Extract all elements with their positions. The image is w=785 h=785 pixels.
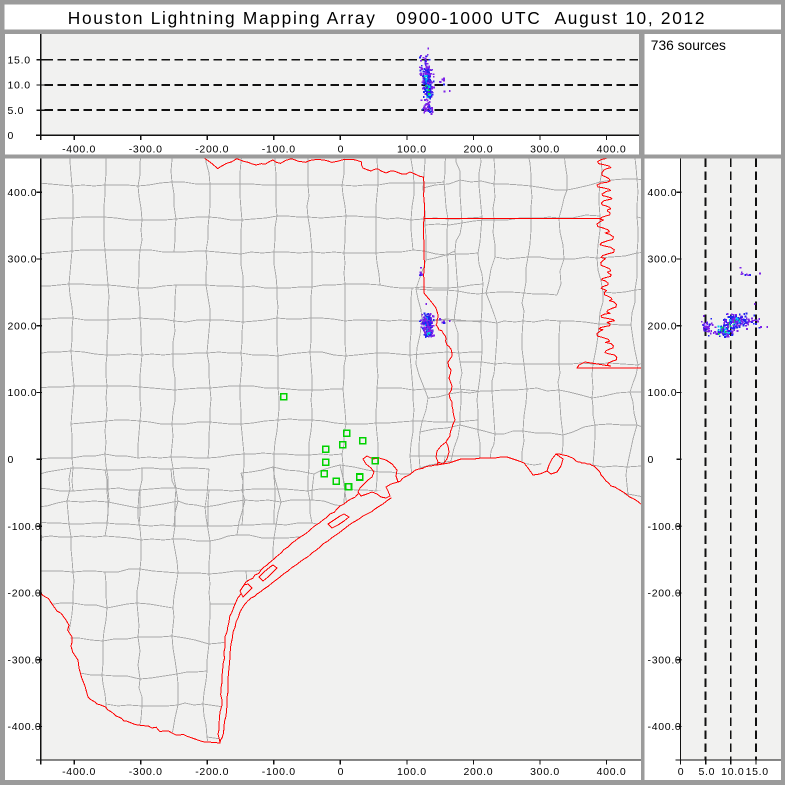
svg-text:-300.0: -300.0	[8, 654, 42, 666]
svg-text:100.0: 100.0	[397, 766, 427, 778]
svg-text:100.0: 100.0	[648, 387, 678, 399]
svg-text:5.0: 5.0	[698, 766, 715, 778]
svg-text:-100.0: -100.0	[262, 766, 296, 778]
svg-text:-300.0: -300.0	[648, 654, 682, 666]
svg-text:15.0: 15.0	[746, 766, 769, 778]
svg-text:-100.0: -100.0	[8, 521, 42, 533]
svg-text:200.0: 200.0	[464, 766, 494, 778]
svg-text:-200.0: -200.0	[195, 144, 229, 156]
svg-text:0: 0	[338, 766, 345, 778]
svg-text:0: 0	[338, 144, 345, 156]
svg-text:100.0: 100.0	[8, 387, 38, 399]
svg-text:0: 0	[648, 454, 655, 466]
svg-text:200.0: 200.0	[8, 320, 38, 332]
svg-text:-400.0: -400.0	[62, 766, 96, 778]
svg-text:400.0: 400.0	[597, 766, 627, 778]
svg-text:-400.0: -400.0	[648, 721, 682, 733]
svg-text:10.0: 10.0	[8, 80, 31, 92]
svg-text:-200.0: -200.0	[648, 588, 682, 600]
svg-text:-200.0: -200.0	[195, 766, 229, 778]
svg-text:5.0: 5.0	[8, 105, 25, 117]
svg-text:300.0: 300.0	[648, 254, 678, 266]
svg-text:300.0: 300.0	[530, 144, 560, 156]
svg-text:200.0: 200.0	[648, 320, 678, 332]
svg-text:15.0: 15.0	[8, 54, 31, 66]
svg-text:100.0: 100.0	[397, 144, 427, 156]
svg-text:-400.0: -400.0	[8, 721, 42, 733]
svg-text:0: 0	[678, 766, 685, 778]
svg-text:400.0: 400.0	[8, 187, 38, 199]
svg-text:-400.0: -400.0	[62, 144, 96, 156]
svg-text:0: 0	[8, 130, 15, 142]
svg-text:Houston Lightning Mapping Arra: Houston Lightning Mapping Array 0900-100…	[68, 8, 706, 28]
svg-text:300.0: 300.0	[530, 766, 560, 778]
svg-text:200.0: 200.0	[464, 144, 494, 156]
svg-text:400.0: 400.0	[597, 144, 627, 156]
svg-text:-200.0: -200.0	[8, 588, 42, 600]
svg-text:736 sources: 736 sources	[651, 38, 726, 53]
svg-text:-300.0: -300.0	[129, 766, 163, 778]
svg-text:-300.0: -300.0	[129, 144, 163, 156]
svg-text:0: 0	[8, 454, 15, 466]
svg-text:400.0: 400.0	[648, 187, 678, 199]
svg-text:10.0: 10.0	[721, 766, 744, 778]
svg-text:-100.0: -100.0	[262, 144, 296, 156]
svg-text:300.0: 300.0	[8, 254, 38, 266]
svg-text:-100.0: -100.0	[648, 521, 682, 533]
